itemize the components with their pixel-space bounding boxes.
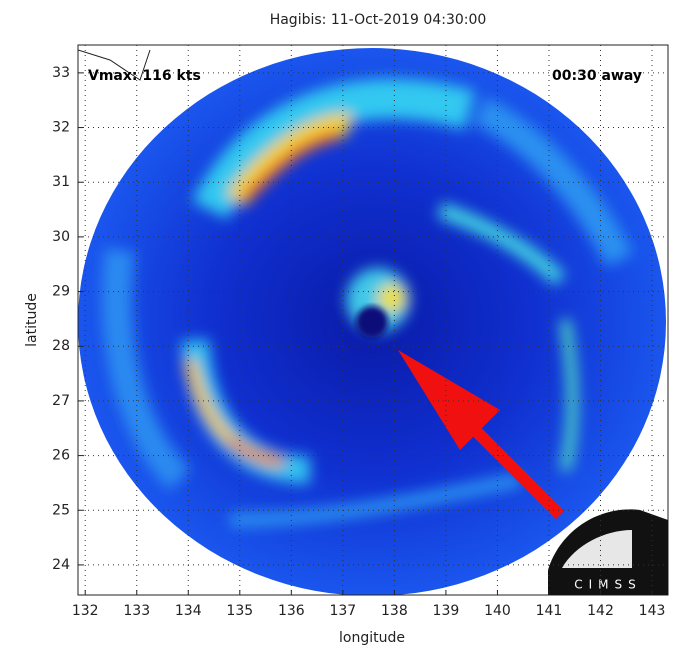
x-tick-label: 143 [639, 603, 666, 619]
x-tick-label: 141 [536, 603, 563, 619]
plot-frame [77, 44, 669, 596]
x-axis-label: longitude [339, 630, 405, 646]
y-tick-label: 24 [52, 557, 70, 573]
x-tick-label: 140 [484, 603, 511, 619]
x-tick-label: 138 [381, 603, 408, 619]
storm-image [78, 48, 666, 595]
y-tick-label: 33 [52, 65, 70, 81]
y-tick-label: 26 [52, 448, 70, 464]
chart-title: Hagibis: 11-Oct-2019 04:30:00 [270, 12, 487, 28]
x-tick-label: 136 [278, 603, 305, 619]
annotation: Vmax: 116 kts [88, 68, 201, 84]
y-tick-label: 32 [52, 120, 70, 136]
logo: CIMSS [548, 509, 668, 595]
y-tick-label: 27 [52, 393, 70, 409]
x-tick-label: 137 [329, 603, 356, 619]
annotation: 00:30 away [552, 68, 642, 84]
x-tick-label: 134 [175, 603, 202, 619]
y-tick-label: 25 [52, 502, 70, 518]
y-tick-label: 31 [52, 174, 70, 190]
x-tick-label: 135 [226, 603, 253, 619]
y-tick-label: 29 [52, 284, 70, 300]
x-tick-label: 139 [433, 603, 460, 619]
y-tick-label: 28 [52, 338, 70, 354]
logo-text: CIMSS [574, 578, 642, 592]
x-tick-label: 132 [72, 603, 99, 619]
x-tick-label: 142 [587, 603, 614, 619]
x-tick-label: 133 [123, 603, 150, 619]
y-tick-label: 30 [52, 229, 70, 245]
arrow [398, 350, 565, 520]
y-axis-label: latitude [24, 293, 40, 347]
